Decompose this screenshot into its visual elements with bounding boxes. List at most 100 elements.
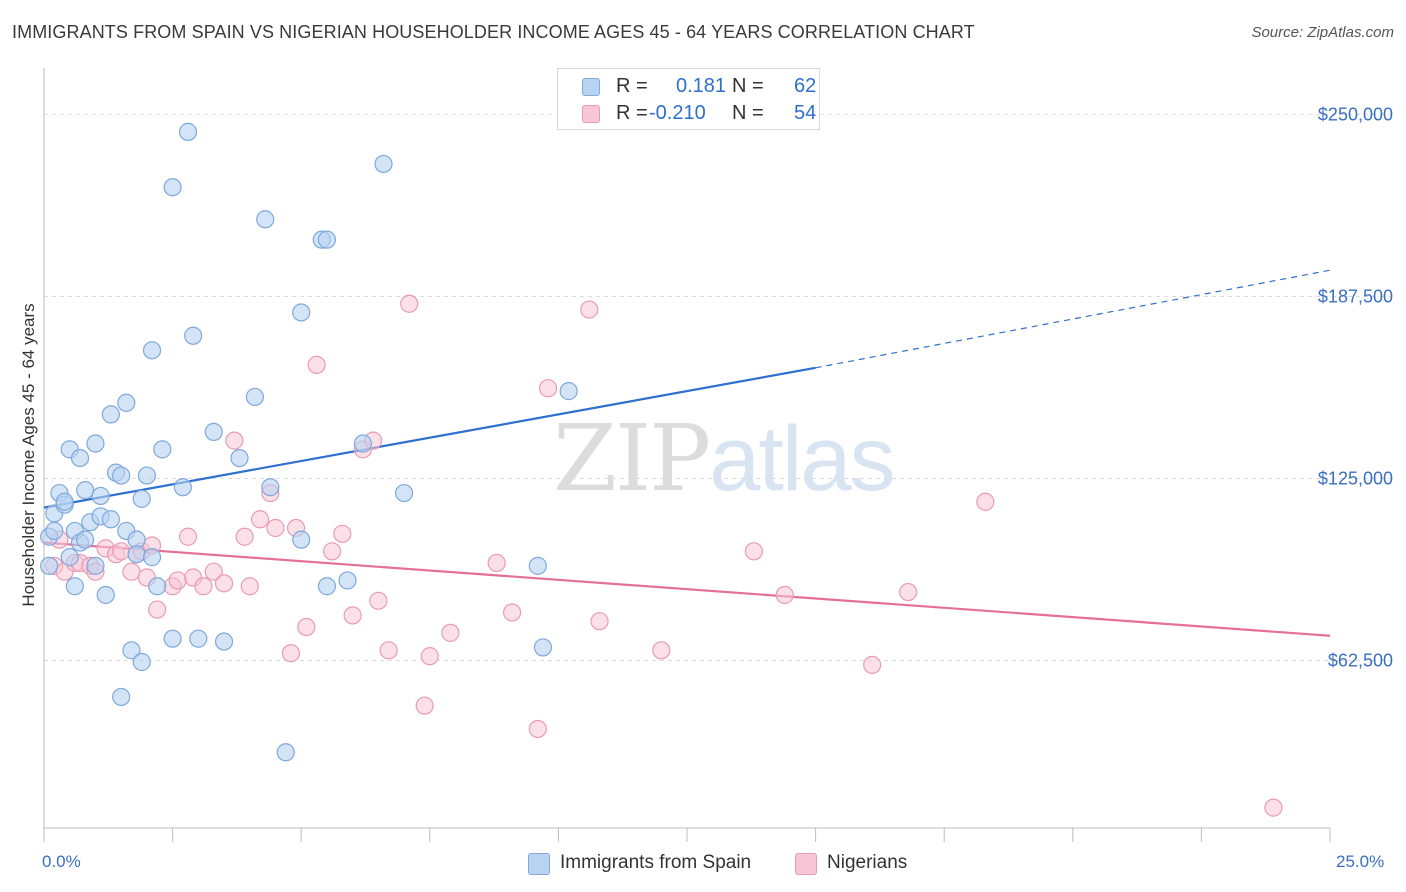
spain-point [91, 486, 110, 506]
spain-point [173, 478, 192, 497]
nigerians-point [590, 612, 609, 631]
spain-point [101, 510, 120, 529]
spain-point [148, 577, 167, 596]
spain-point [256, 210, 275, 229]
spain-point [292, 303, 311, 322]
spain-point [45, 521, 64, 541]
spain-point [112, 687, 131, 707]
spain-point [40, 556, 59, 575]
spain-point [86, 556, 105, 575]
spain-point [230, 448, 249, 468]
spain-r-label: R = [616, 75, 648, 97]
legend-spain-swatch [528, 853, 550, 875]
spain-point [394, 483, 414, 503]
spain-point [276, 743, 295, 762]
nigerians-point [194, 577, 213, 596]
nigerians-point [297, 617, 316, 637]
nigerians-point [487, 553, 506, 573]
spain-point [317, 577, 337, 596]
spain-point [137, 466, 156, 485]
y-tick-label: $187,500 [1318, 286, 1393, 306]
spain-point [189, 629, 208, 648]
chart-title: IMMIGRANTS FROM SPAIN VS NIGERIAN HOUSEH… [12, 22, 975, 42]
spain-point [292, 530, 311, 549]
legend-spain-label: Immigrants from Spain [560, 852, 752, 873]
spain-point [533, 638, 553, 657]
nigerians-point [1264, 798, 1283, 817]
nigerians-point [379, 641, 398, 660]
spain-r-value: 0.181 [676, 75, 727, 97]
nigerians-point [420, 647, 439, 666]
spain-point [204, 422, 223, 441]
spain-n-value: 62 [794, 75, 817, 97]
nigerians-r-label: R = [616, 102, 648, 124]
nigerians-swatch [582, 105, 600, 123]
x-tick-label-max: 25.0% [1336, 852, 1385, 871]
spain-point [122, 641, 141, 660]
nigerians-point [178, 527, 198, 546]
trend-lines [43, 269, 1331, 637]
spain-point [112, 466, 131, 485]
spain-trend-extension [815, 269, 1331, 369]
spain-point [70, 448, 90, 468]
nigerians-point [122, 562, 141, 581]
nigerians-point [281, 644, 301, 663]
watermark: ZIPatlas [553, 405, 896, 512]
spain-point [528, 556, 547, 575]
spain-point [127, 545, 146, 564]
axes [43, 68, 1331, 842]
y-tick-label: $125,000 [1318, 468, 1393, 488]
spain-point [374, 154, 393, 174]
spain-point [117, 393, 136, 412]
spain-point [261, 478, 280, 497]
spain-point [76, 530, 95, 549]
spain-point [142, 548, 162, 567]
nigerians-point [307, 355, 326, 374]
nigerians-n-label: N = [732, 102, 764, 124]
nigerians-n-value: 54 [794, 102, 817, 124]
spain-point [317, 230, 337, 249]
nigerians-point [168, 571, 187, 590]
spain-points [40, 122, 578, 762]
spain-point [153, 440, 172, 459]
nigerians-r-value: -0.210 [649, 102, 706, 124]
correlation-legend: R = 0.181 N = 62 R = -0.210 N = 54 [557, 68, 820, 130]
y-tick-label: $250,000 [1318, 104, 1393, 124]
nigerians-point [112, 542, 131, 561]
spain-swatch [582, 78, 600, 96]
nigerians-point [899, 582, 918, 602]
nigerians-points [45, 294, 1283, 817]
spain-n-label: N = [732, 75, 764, 97]
spain-point [559, 382, 578, 401]
nigerians-point [250, 510, 270, 529]
nigerians-point [976, 492, 995, 511]
nigerians-point [744, 542, 763, 561]
spain-point [101, 405, 120, 424]
y-tick-labels: $62,500 $125,000 $187,500 $250,000 [1318, 104, 1393, 670]
nigerians-point [652, 641, 671, 660]
spain-point [132, 489, 151, 508]
nigerians-point [415, 696, 434, 715]
nigerians-point [369, 591, 388, 610]
spain-point [163, 629, 182, 648]
nigerians-point [266, 518, 285, 538]
nigerians-point [214, 574, 234, 593]
spain-point [60, 548, 79, 567]
x-tick-label-min: 0.0% [42, 852, 81, 871]
nigerians-point [240, 577, 259, 596]
legend-nigerians-label: Nigerians [827, 852, 908, 873]
nigerians-point [204, 562, 223, 581]
spain-point [338, 571, 357, 590]
spain-point [55, 492, 74, 511]
nigerians-point [441, 623, 460, 642]
nigerians-point [225, 431, 244, 450]
nigerians-point [148, 600, 167, 619]
spain-point [178, 122, 198, 141]
nigerians-point [400, 294, 419, 313]
nigerians-point [322, 542, 342, 561]
nigerians-point [528, 719, 547, 739]
spain-point [353, 434, 373, 453]
nigerians-point [863, 655, 882, 674]
spain-point [142, 341, 162, 360]
